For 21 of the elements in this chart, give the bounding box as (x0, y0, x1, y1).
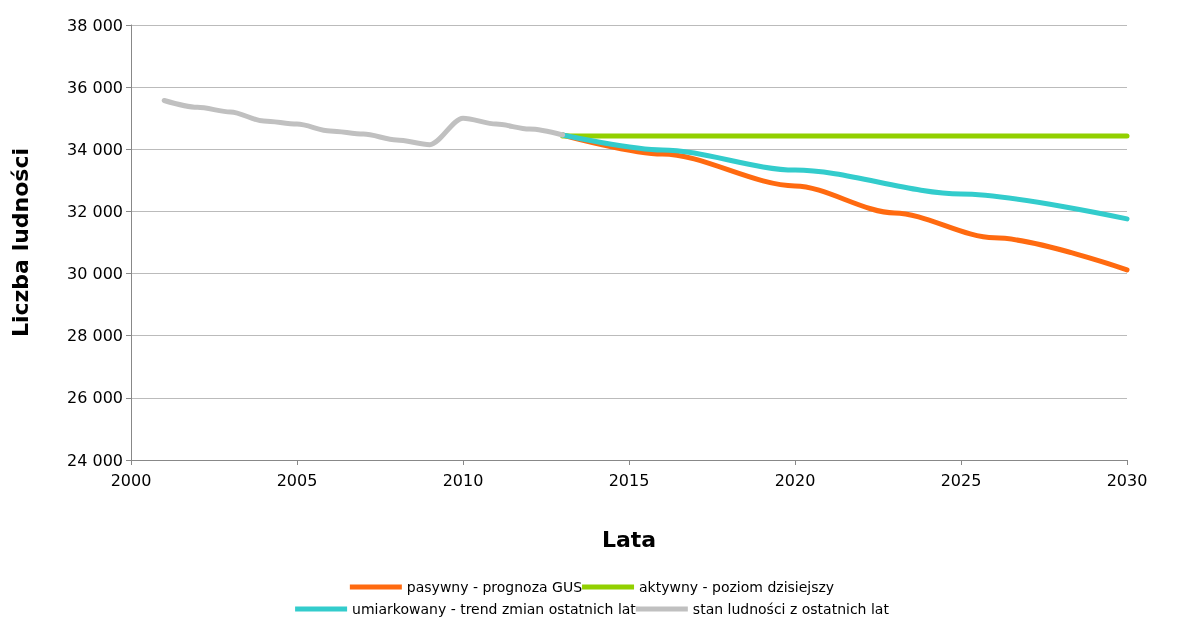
y-tick-label: 32 000 (67, 201, 123, 221)
y-tick-label: 30 000 (67, 264, 123, 284)
y-tick-label: 24 000 (67, 450, 123, 470)
y-tick-label: 34 000 (67, 139, 123, 159)
legend-label: aktywny - poziom dzisiejszy (639, 579, 835, 595)
x-tick-label: 2015 (608, 470, 650, 490)
x-tick-label: 2025 (940, 470, 982, 490)
legend-label: stan ludności z ostatnich lat (692, 601, 890, 617)
y-tick-label: 26 000 (67, 388, 123, 408)
x-tick-label: 2000 (110, 470, 152, 490)
x-tick-label: 2020 (774, 470, 816, 490)
y-axis-title: Liczba ludności (7, 147, 33, 338)
x-tick-label: 2030 (1106, 470, 1148, 490)
y-tick-label: 28 000 (67, 326, 123, 346)
x-axis-title: Lata (601, 526, 657, 552)
x-tick-label: 2010 (442, 470, 484, 490)
legend-label: umiarkowany - trend zmian ostatnich lat (352, 601, 637, 617)
legend-label: pasywny - prognoza GUS (406, 579, 583, 595)
y-tick-label: 38 000 (67, 15, 123, 35)
x-tick-label: 2005 (276, 470, 318, 490)
y-tick-label: 36 000 (67, 77, 123, 97)
